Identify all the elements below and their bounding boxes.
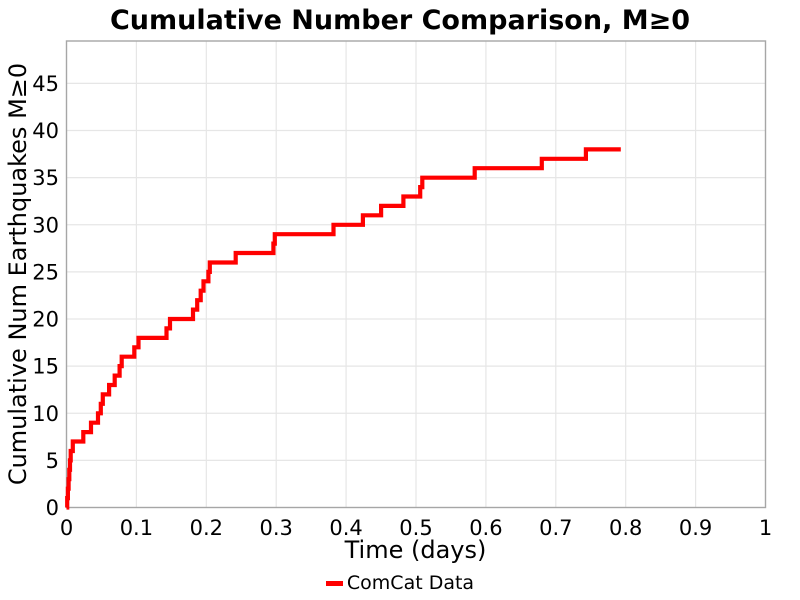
legend: ComCat Data	[0, 572, 800, 594]
chart-title: Cumulative Number Comparison, M≥0	[109, 5, 691, 36]
x-tick-label: 0	[60, 516, 73, 540]
y-tick-label: 30	[32, 213, 59, 237]
x-tick-label: 0.8	[609, 516, 642, 540]
y-tick-label: 20	[32, 308, 59, 332]
x-tick-label: 0.5	[399, 516, 432, 540]
x-tick-label: 0.6	[469, 516, 502, 540]
legend-label: ComCat Data	[346, 572, 475, 594]
y-tick-label: 25	[32, 260, 59, 284]
legend-line-swatch	[325, 580, 343, 586]
y-axis-title: Cumulative Num Earthquakes M≥0	[4, 62, 32, 486]
y-tick-label: 0	[46, 496, 59, 520]
x-tick-label: 0.9	[679, 516, 712, 540]
x-tick-label: 0.2	[190, 516, 223, 540]
plot-frame	[65, 40, 767, 509]
comcat-step-line	[65, 147, 621, 510]
x-tick-label: 1	[759, 516, 772, 540]
x-tick-label: 0.3	[259, 516, 292, 540]
y-tick-label: 40	[32, 119, 59, 143]
y-tick-label: 45	[32, 72, 59, 96]
y-tick-label: 35	[32, 166, 59, 190]
y-tick-label: 5	[46, 449, 59, 473]
x-tick-label: 0.7	[539, 516, 572, 540]
x-axis-title: Time (days)	[344, 536, 487, 564]
x-tick-label: 0.1	[120, 516, 153, 540]
y-tick-label: 10	[32, 402, 59, 426]
y-tick-label: 15	[32, 355, 59, 379]
x-tick-label: 0.4	[329, 516, 362, 540]
